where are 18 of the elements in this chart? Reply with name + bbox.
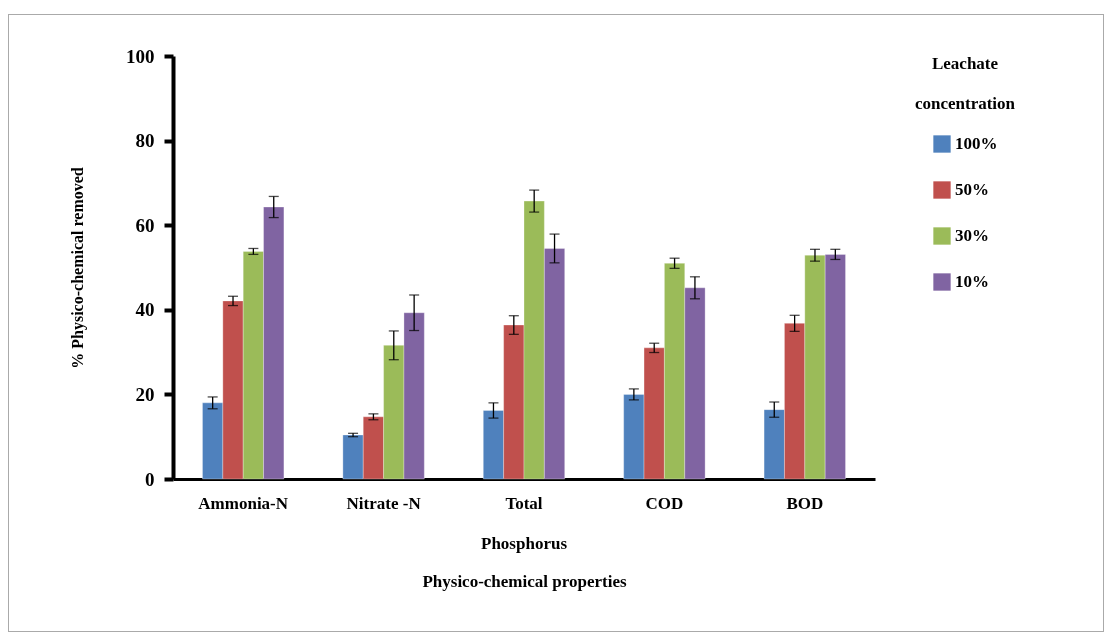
legend-label: 50% — [955, 180, 989, 199]
legend-label: 100% — [955, 134, 998, 153]
x-tick-label: Nitrate -N — [346, 493, 422, 513]
category-label: Total Phosphorus — [481, 493, 567, 553]
x-tick-label: BOD — [786, 493, 824, 513]
y-axis-title: % Physico-chemical removed — [69, 167, 87, 369]
legend-label: 10% — [955, 272, 989, 291]
legend-label: 30% — [955, 226, 989, 245]
y-tick-label: 0 — [145, 468, 155, 490]
y-tick-label: 20 — [135, 383, 155, 405]
x-axis-title: Physico-chemical properties — [422, 571, 627, 591]
y-tick-label: 40 — [135, 299, 155, 321]
x-tick-label: Ammonia-N — [198, 493, 289, 513]
y-tick-label: 100 — [126, 45, 155, 67]
y-tick-label: 80 — [135, 130, 155, 152]
text: Leachate concentration — [914, 54, 1016, 113]
y-tick-label: 60 — [135, 214, 155, 236]
x-tick-label: COD — [645, 493, 684, 513]
